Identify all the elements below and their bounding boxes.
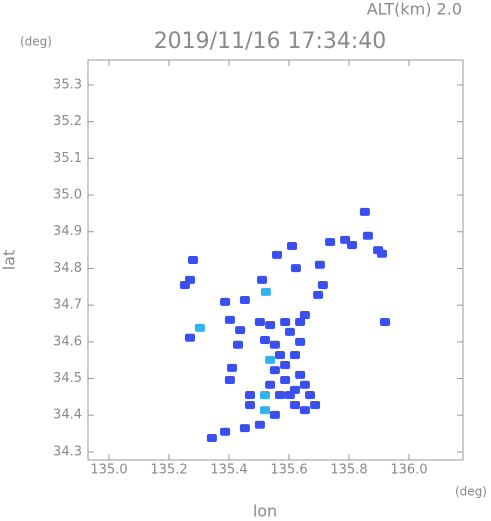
echo xyxy=(220,297,231,306)
echo xyxy=(224,376,235,384)
echo xyxy=(188,256,198,264)
y-tick-label: 34.7 xyxy=(53,298,82,313)
echo xyxy=(284,327,295,336)
echo xyxy=(380,318,390,327)
x-axis-label: lon xyxy=(253,502,277,521)
echo xyxy=(269,340,280,349)
echo xyxy=(260,336,270,344)
x-unit: (deg) xyxy=(455,485,487,499)
echo xyxy=(260,287,271,296)
y-tick-label: 34.9 xyxy=(53,224,82,239)
echo xyxy=(272,250,282,259)
echo xyxy=(275,391,285,400)
echo xyxy=(290,400,300,409)
x-tick-label: 135.4 xyxy=(210,463,247,478)
echo xyxy=(299,380,310,389)
echo xyxy=(310,400,321,409)
echo xyxy=(313,290,324,299)
y-tick-label: 34.5 xyxy=(53,371,82,386)
y-axis-label: lat xyxy=(0,250,19,271)
echo xyxy=(314,260,325,269)
echo xyxy=(227,363,237,372)
echo xyxy=(290,385,300,394)
y-tick-label: 34.6 xyxy=(53,334,82,349)
echo xyxy=(254,420,265,429)
echo xyxy=(224,315,235,324)
echo xyxy=(260,391,270,400)
echo xyxy=(239,296,250,304)
chart-title: 2019/11/16 17:34:40 xyxy=(154,29,387,54)
echo xyxy=(287,242,297,251)
echo xyxy=(254,318,265,327)
x-tick-label: 135.6 xyxy=(270,463,307,478)
echo xyxy=(280,360,291,369)
echo xyxy=(245,391,255,400)
x-tick-label: 135.0 xyxy=(90,463,127,478)
echo xyxy=(269,410,280,419)
y-tick-label: 34.4 xyxy=(53,408,82,423)
echo xyxy=(206,433,217,442)
echo xyxy=(265,320,276,329)
echo xyxy=(295,318,306,327)
echo xyxy=(179,280,190,289)
echo xyxy=(362,231,373,240)
y-tick-label: 34.3 xyxy=(53,444,82,459)
echo xyxy=(220,427,231,436)
echo xyxy=(295,337,306,346)
echo xyxy=(295,370,306,379)
x-tick-label: 135.2 xyxy=(150,463,187,478)
echo xyxy=(233,340,243,349)
echo xyxy=(185,333,195,342)
echo xyxy=(325,238,336,247)
echo xyxy=(260,406,270,415)
annotation: ALT(km) 2.0 xyxy=(367,0,462,19)
echo xyxy=(194,323,205,332)
x-tick-label: 135.8 xyxy=(330,463,367,478)
y-tick-label: 35.1 xyxy=(53,151,82,166)
echo xyxy=(269,366,280,375)
echo xyxy=(347,240,357,249)
echo xyxy=(317,280,328,289)
echo xyxy=(235,326,246,335)
y-unit: (deg) xyxy=(20,35,52,49)
y-tick-label: 35.3 xyxy=(53,77,82,92)
echo xyxy=(359,207,370,216)
echo xyxy=(257,275,267,284)
echo xyxy=(265,380,276,389)
echo xyxy=(373,246,384,255)
echo xyxy=(290,351,300,360)
x-tick-label: 136.0 xyxy=(390,463,427,478)
y-tick-label: 35.0 xyxy=(53,188,82,203)
echo xyxy=(299,311,310,320)
y-tick-label: 35.2 xyxy=(53,114,82,129)
echo xyxy=(265,355,276,364)
echo xyxy=(290,264,301,273)
echo xyxy=(305,391,315,400)
echo xyxy=(280,318,291,327)
echo xyxy=(245,400,255,409)
echo xyxy=(239,424,250,433)
echo xyxy=(280,376,291,384)
echo xyxy=(275,351,285,360)
echo xyxy=(299,406,310,415)
y-tick-label: 34.8 xyxy=(53,261,82,276)
plot-frame xyxy=(87,59,464,461)
